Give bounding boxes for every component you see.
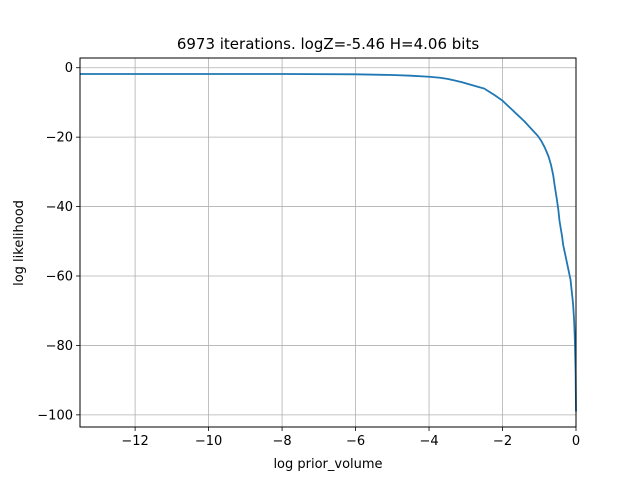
x-tick-label: −8 xyxy=(272,434,291,449)
y-tick-label: −100 xyxy=(37,408,73,423)
x-axis: −12 −10 −8 −6 −4 −2 0 xyxy=(121,427,580,449)
x-tick-label: −12 xyxy=(121,434,148,449)
x-tick-label: −2 xyxy=(493,434,512,449)
y-tick-label: −20 xyxy=(46,131,73,146)
y-tick-label: −60 xyxy=(46,269,73,284)
y-tick-label: −40 xyxy=(46,200,73,215)
x-tick-label: −4 xyxy=(419,434,438,449)
x-axis-label: log prior_volume xyxy=(273,457,382,472)
grid xyxy=(80,58,577,427)
y-tick-label: 0 xyxy=(65,61,73,76)
x-tick-label: −10 xyxy=(195,434,222,449)
x-tick-label: 0 xyxy=(572,434,580,449)
y-axis: 0 −20 −40 −60 −80 −100 xyxy=(37,61,80,423)
plot-frame xyxy=(79,57,577,428)
y-tick-label: −80 xyxy=(46,339,73,354)
chart-title: 6973 iterations. logZ=-5.46 H=4.06 bits xyxy=(177,35,480,53)
series-line xyxy=(80,73,577,412)
y-axis-label: log likelihood xyxy=(12,200,27,286)
x-tick-label: −6 xyxy=(346,434,365,449)
